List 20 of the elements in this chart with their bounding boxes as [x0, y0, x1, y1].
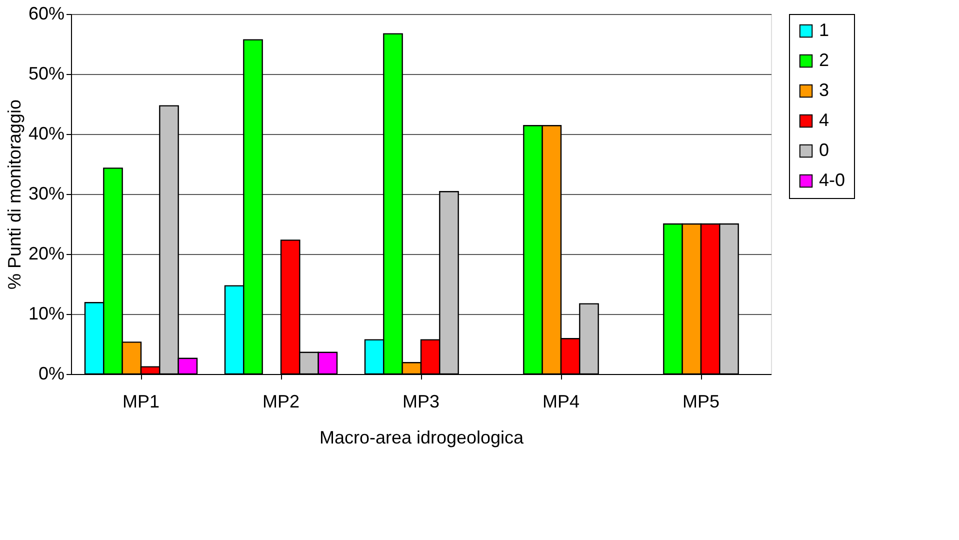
y-tick-label: 50% — [28, 64, 64, 84]
x-tick-label: MP5 — [682, 392, 720, 412]
legend-label: 2 — [819, 50, 830, 70]
legend-label: 3 — [819, 80, 830, 100]
y-tick-label: 30% — [28, 184, 64, 204]
legend-label: 0 — [819, 140, 830, 160]
y-tick-label: 20% — [28, 244, 64, 264]
legend-label: 1 — [819, 20, 830, 40]
y-tick-label: 0% — [38, 364, 64, 384]
y-tick-label: 40% — [28, 124, 64, 144]
x-axis-title: Macro-area idrogeologica — [319, 428, 525, 448]
y-tick-label: 10% — [28, 304, 64, 324]
y-tick-label: 60% — [28, 4, 64, 24]
x-tick-label: MP3 — [402, 392, 440, 412]
legend-label: 4 — [819, 110, 830, 130]
x-tick-label: MP1 — [122, 392, 160, 412]
x-tick-label: MP4 — [542, 392, 580, 412]
x-tick-label: MP2 — [262, 392, 300, 412]
y-axis-title: % Punti di monitoraggio — [4, 99, 24, 290]
legend-label: 4-0 — [819, 170, 846, 190]
